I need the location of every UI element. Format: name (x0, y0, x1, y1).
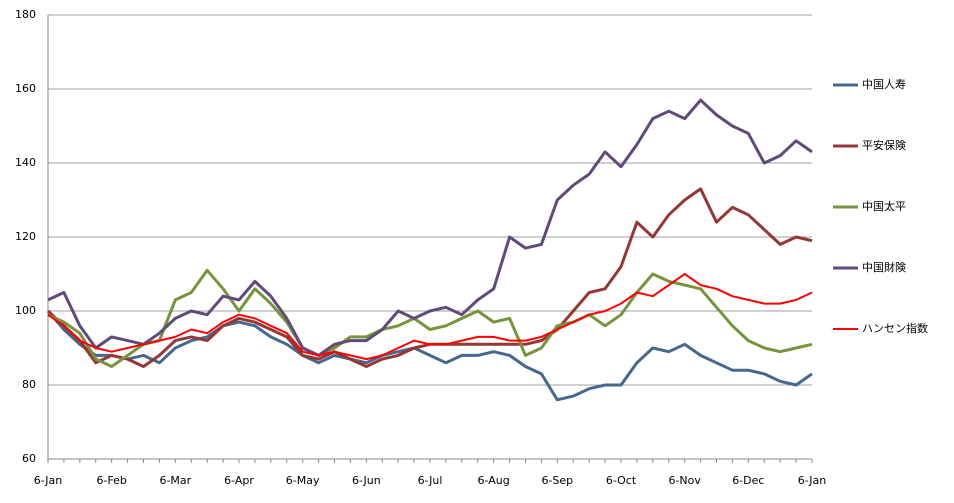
x-tick-label: 6-Oct (606, 474, 637, 487)
x-tick-label: 6-Dec (732, 474, 764, 487)
legend-label: 中国財険 (862, 260, 906, 274)
y-tick-label: 140 (15, 156, 36, 169)
x-tick-label: 6-Nov (668, 474, 701, 487)
legend-label: 中国人寿 (862, 77, 906, 91)
x-tick-label: 6-Jul (418, 474, 443, 487)
series-line (46, 310, 813, 402)
y-tick-label: 100 (15, 304, 36, 317)
y-tick-label: 180 (15, 8, 36, 21)
legend-label: 中国太平 (862, 200, 906, 213)
y-tick-label: 80 (22, 378, 36, 391)
x-tick-label: 6-May (286, 474, 320, 487)
legend-label: 平安保険 (862, 138, 906, 152)
x-tick-label: 6-Jan (798, 474, 827, 487)
series-line (47, 268, 813, 368)
y-tick-label: 160 (15, 82, 36, 95)
x-tick-label: 6-Feb (96, 474, 126, 487)
y-tick-label: 60 (22, 452, 36, 465)
series-line (47, 273, 813, 361)
legend-label: ハンセン指数 (862, 321, 928, 335)
x-tick-label: 6-Jan (34, 474, 63, 487)
y-tick-label: 120 (15, 230, 36, 243)
x-tick-label: 6-Sep (541, 474, 573, 487)
x-tick-label: 6-Jun (352, 474, 381, 487)
x-tick-label: 6-Mar (159, 474, 191, 487)
x-tick-label: 6-Aug (478, 474, 510, 487)
x-tick-label: 6-Apr (224, 474, 254, 487)
series-line (47, 98, 813, 357)
